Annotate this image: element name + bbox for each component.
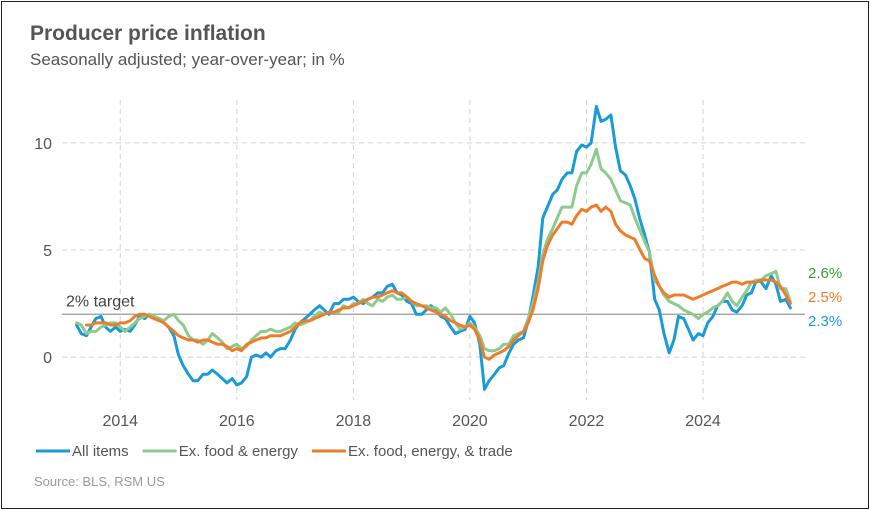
chart-subtitle: Seasonally adjusted; year-over-year; in … — [30, 50, 345, 69]
target-label: 2% target — [66, 293, 135, 310]
legend-label: Ex. food & energy — [179, 443, 299, 460]
series-line-all-items — [75, 104, 792, 391]
end-label-layer: 2.6% 2.5% 2.3% — [808, 265, 842, 330]
legend-label: All items — [72, 443, 129, 460]
legend-label: Ex. food, energy, & trade — [348, 443, 513, 460]
y-tick-label: 0 — [43, 350, 52, 367]
tick-layer: 0 5 10 2014 2016 2018 2020 2022 2024 — [34, 136, 721, 430]
end-label: 2.5% — [808, 289, 842, 306]
series-line-ex-food-energy-trade — [85, 203, 792, 361]
y-tick-label: 5 — [43, 243, 52, 260]
series-layer — [75, 104, 792, 391]
chart-source: Source: BLS, RSM US — [34, 474, 165, 489]
legend-layer: All items Ex. food & energy Ex. food, ener… — [36, 443, 513, 460]
x-tick-label: 2022 — [569, 413, 605, 430]
x-tick-label: 2020 — [452, 413, 488, 430]
end-label: 2.6% — [808, 265, 842, 282]
x-tick-label: 2016 — [219, 413, 255, 430]
x-tick-label: 2018 — [336, 413, 372, 430]
reference-layer: 2% target — [62, 293, 805, 315]
chart-title: Producer price inflation — [30, 22, 266, 45]
x-tick-label: 2014 — [102, 413, 138, 430]
x-tick-label: 2024 — [685, 413, 721, 430]
y-tick-label: 10 — [34, 136, 52, 153]
grid-layer — [62, 100, 805, 400]
end-label: 2.3% — [808, 313, 842, 330]
